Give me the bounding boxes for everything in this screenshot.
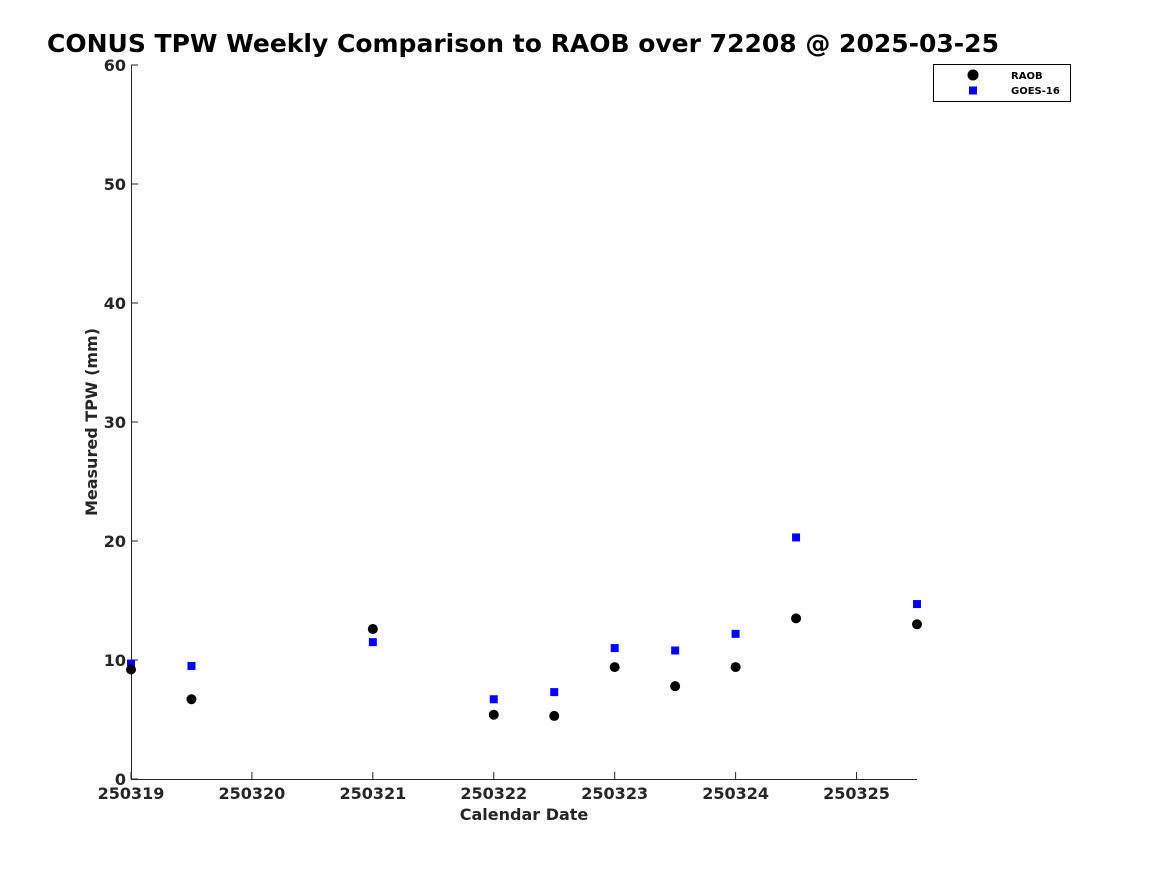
x-tick-label: 250322 — [460, 784, 527, 803]
raob-point — [186, 694, 197, 705]
goes16-point — [913, 600, 921, 609]
goes16-point — [127, 659, 135, 668]
x-tick-label: 250323 — [581, 784, 648, 803]
x-tick-label: 250321 — [339, 784, 406, 803]
raob-point — [791, 613, 802, 624]
data-points — [126, 533, 922, 721]
legend: RAOB GOES-16 — [933, 64, 1071, 102]
y-tick-label: 0 — [115, 770, 126, 789]
raob-point — [670, 681, 681, 692]
raob-point — [730, 662, 741, 673]
legend-goes16-marker-icon — [969, 86, 977, 95]
x-tick-label: 250320 — [219, 784, 286, 803]
goes16-point — [489, 695, 498, 704]
goes16-point — [550, 688, 559, 697]
goes16-point — [671, 646, 680, 655]
y-ticks: 0 10 20 30 40 50 60 — [104, 56, 138, 789]
raob-point — [609, 662, 620, 673]
y-tick-label: 20 — [104, 532, 126, 551]
goes16-point — [610, 644, 619, 653]
goes16-point — [792, 533, 801, 542]
legend-goes16-label: GOES-16 — [1011, 86, 1060, 97]
raob-point — [912, 619, 922, 630]
goes16-point — [187, 661, 196, 670]
axes — [131, 65, 917, 780]
x-axis-label: Calendar Date — [460, 805, 589, 824]
raob-point — [488, 709, 499, 720]
legend-box — [933, 64, 1071, 102]
goes16-point — [368, 638, 377, 647]
raob-point — [126, 664, 136, 675]
raob-point — [549, 710, 560, 721]
x-tick-label: 250324 — [702, 784, 769, 803]
y-tick-label: 60 — [104, 56, 126, 75]
legend-raob-label: RAOB — [1011, 71, 1043, 82]
y-tick-label: 40 — [104, 294, 126, 313]
x-ticks: 250319 250320 250321 250322 250323 250324 2503… — [98, 772, 890, 803]
legend-raob-marker-icon — [967, 69, 979, 81]
raob-point — [367, 624, 378, 635]
y-tick-label: 10 — [104, 651, 126, 670]
x-tick-label: 250319 — [98, 784, 165, 803]
x-tick-label: 250325 — [823, 784, 890, 803]
y-tick-label: 30 — [104, 413, 126, 432]
y-tick-label: 50 — [104, 175, 126, 194]
y-axis-label: Measured TPW (mm) — [82, 328, 101, 516]
goes16-point — [731, 629, 740, 638]
chart-title: CONUS TPW Weekly Comparison to RAOB over… — [47, 29, 999, 58]
